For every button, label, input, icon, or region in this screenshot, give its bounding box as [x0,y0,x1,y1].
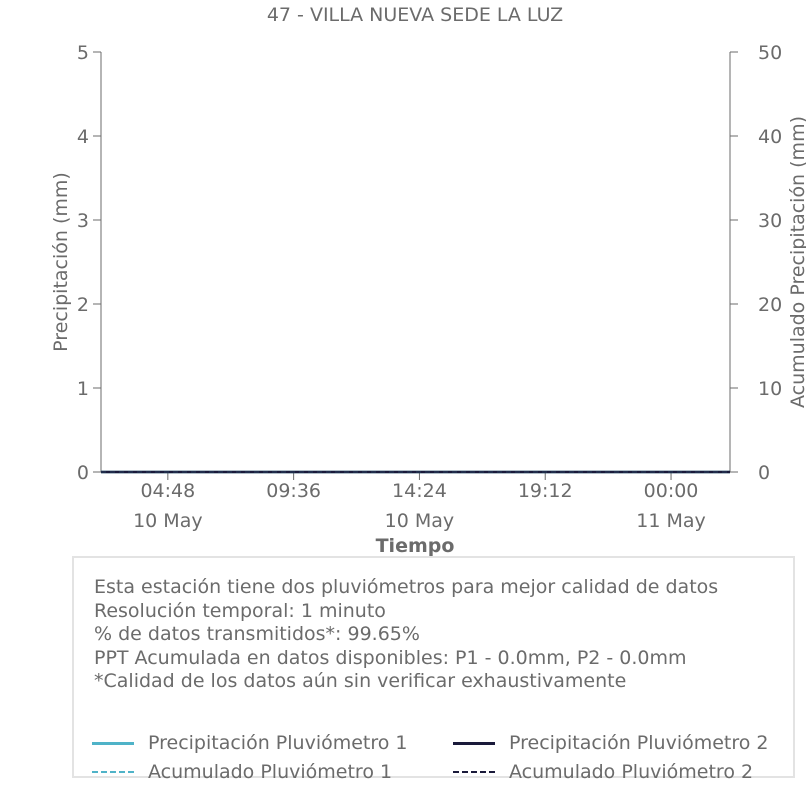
y2-tick-label: 10 [758,378,782,400]
info-line: % de datos transmitidos*: 99.65% [94,623,420,645]
y-tick-label: 5 [77,42,89,64]
legend-label: Precipitación Pluviómetro 1 [148,732,408,754]
info-line: PPT Acumulada en datos disponibles: P1 -… [94,646,687,669]
x-tick-time: 14:24 [392,480,447,502]
legend-item-accum-p1: Acumulado Pluviómetro 1 [92,761,392,783]
legend-label: Acumulado Pluviómetro 2 [509,761,754,783]
y2-tick-label: 40 [758,126,782,148]
x-tick-date: 10 May [133,510,203,532]
legend: Precipitación Pluviómetro 1 Precipitació… [92,730,792,790]
x-tick-date: 10 May [385,510,455,532]
x-ticks: 04:48 10 May 09:36 14:24 10 May 19:12 00:00 11 … [133,472,706,532]
y-tick-label: 0 [77,462,89,484]
y2-tick-label: 50 [758,42,782,64]
legend-label: Precipitación Pluviómetro 2 [509,732,769,754]
info-line: *Calidad de los datos aún sin verificar … [94,670,627,692]
x-tick-time: 00:00 [644,480,699,502]
y-tick-label: 2 [77,294,89,316]
x-tick-time: 19:12 [518,480,573,502]
info-box: Esta estación tiene dos pluviómetros par… [72,556,795,783]
info-line: Esta estación tiene dos pluviómetros par… [94,576,719,598]
legend-swatch [453,771,495,773]
right-y-ticks: 0 10 20 30 40 50 [730,42,782,484]
legend-swatch [92,771,134,773]
legend-item-precip-p2: Precipitación Pluviómetro 2 [453,732,769,754]
y-axis-label: Precipitación (mm) [50,172,72,352]
y2-tick-label: 20 [758,294,782,316]
y2-axis-label: Acumulado Precipitación (mm) [787,116,806,408]
info-lines: Esta estación tiene dos pluviómetros par… [94,576,794,694]
left-y-ticks: 0 1 2 3 4 5 [77,42,101,484]
y-tick-label: 1 [77,378,89,400]
legend-item-precip-p1: Precipitación Pluviómetro 1 [92,732,408,754]
legend-swatch [453,741,495,745]
y2-tick-label: 0 [758,462,770,484]
x-tick-time: 04:48 [140,480,195,502]
chart-title: 47 - VILLA NUEVA SEDE LA LUZ [267,4,563,26]
y-tick-label: 3 [77,210,89,232]
y2-tick-label: 30 [758,210,782,232]
x-tick-date: 11 May [636,510,706,532]
x-tick-time: 09:36 [266,480,321,502]
legend-swatch [92,741,134,745]
x-axis-label: Tiempo [376,535,455,557]
y-tick-label: 4 [77,126,89,148]
legend-label: Acumulado Pluviómetro 1 [148,761,393,783]
legend-item-accum-p2: Acumulado Pluviómetro 2 [453,761,753,783]
info-line: Resolución temporal: 1 minuto [94,599,386,622]
